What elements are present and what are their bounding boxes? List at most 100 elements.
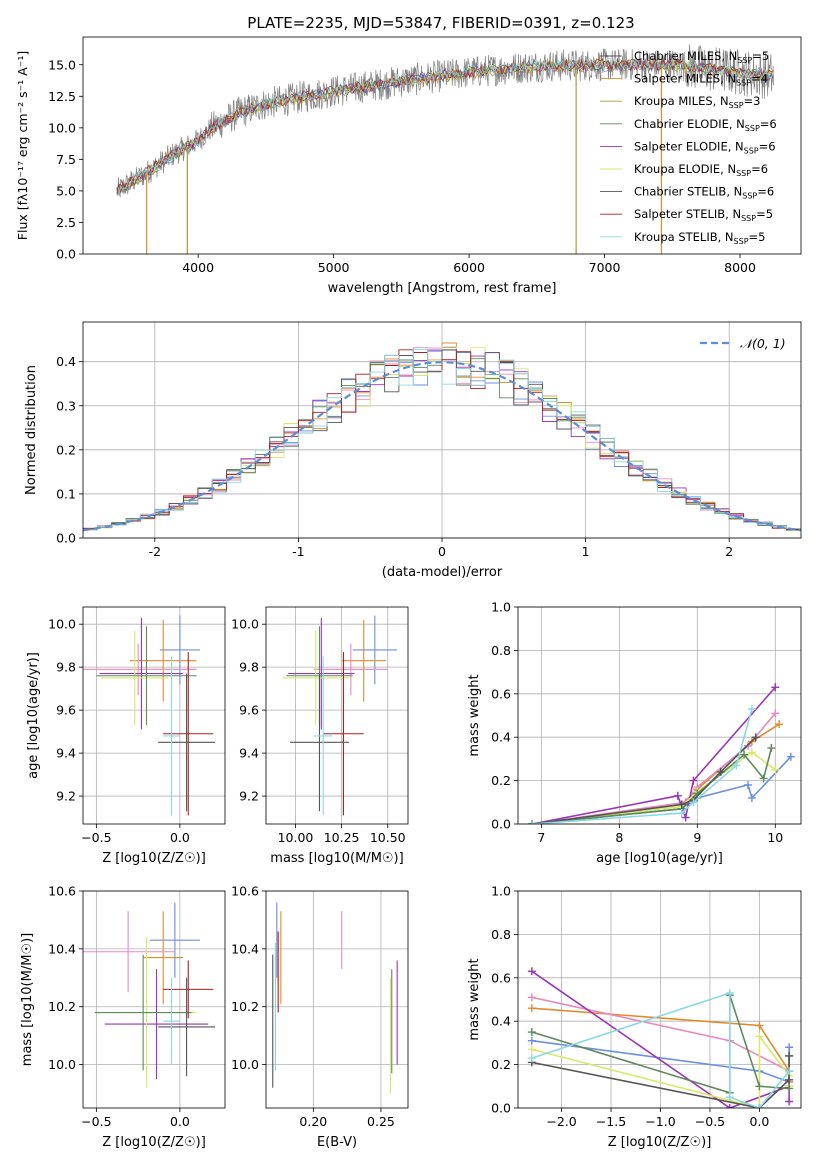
weight-point-marker: [527, 1045, 536, 1054]
mass_vs_Z-plot-area: [83, 902, 215, 1088]
x-axis-label: age [log10(age/yr)]: [596, 851, 723, 866]
x-tick-label: 8: [615, 830, 623, 845]
mass_vs_Z-panel: −0.5 0.0 10.0 10.2 10.4 10.6 Z [log10(Z/Z☉)] ma…: [20, 884, 226, 1150]
y-tick-label: 0.4: [56, 354, 76, 369]
y-axis-label: Flux [fλ10⁻¹⁷ erg cm⁻² s⁻¹ A⁻¹]: [15, 51, 30, 240]
y-tick-label: 0.4: [491, 730, 511, 745]
weight-point-marker: [689, 798, 698, 807]
x-tick-label: 10.50: [370, 830, 406, 845]
mass_vs_EBV-plot-area: [272, 902, 398, 1094]
y-tick-label: 0.2: [56, 442, 76, 457]
y-tick-label: 9.4: [239, 746, 259, 761]
weight-point-marker: [677, 809, 686, 818]
y-tick-label: 10.0: [48, 120, 76, 135]
x-tick-label: 6000: [453, 260, 485, 275]
x-tick-label: 0.0: [170, 830, 190, 845]
weight-point-marker: [771, 709, 780, 718]
weight-point-marker: [785, 1097, 794, 1106]
mass_vs_Z-frame: [82, 890, 226, 1109]
y-tick-label: 7.5: [56, 152, 76, 167]
mass_vs_EBV-panel: 0.20 0.25 10.0 10.2 10.4 10.6 E(B-V): [231, 884, 409, 1150]
weight_vs_Z-plot-area: [527, 967, 794, 1108]
y-tick-label: 0.4: [491, 1014, 511, 1029]
weight-point-marker: [743, 780, 752, 789]
weight-point-marker: [755, 1021, 764, 1030]
age_vs_Z-plot-area: [83, 615, 215, 816]
weight_vs_age-frame: [517, 606, 802, 825]
spectrum-panel: 4000 5000 6000 7000 8000 0.0 2.5 5.0 7.5 10.0 12.5…: [15, 36, 802, 296]
y-tick-label: 0.0: [491, 817, 511, 832]
y-axis-label: mass [log10(M/M☉)]: [20, 933, 35, 1066]
x-tick-label: 8000: [724, 260, 756, 275]
x-tick-label: −0.5: [695, 1114, 725, 1129]
y-tick-label: 10.0: [231, 617, 259, 632]
legend-label: Kroupa MILES, NSSP=3: [634, 94, 760, 110]
weight-point-marker: [785, 1051, 794, 1060]
weight-point-marker: [755, 1032, 764, 1041]
weight-series-line: [531, 747, 773, 824]
weight-point-marker: [771, 765, 780, 774]
model-spectrum-line: [116, 57, 774, 194]
x-tick-label: 10.25: [324, 830, 360, 845]
weight-point-marker: [747, 793, 756, 802]
y-tick-label: 1.0: [491, 884, 511, 899]
legend-label: 𝒩(0, 1): [740, 336, 786, 351]
x-tick-label: 5000: [318, 260, 350, 275]
weight-series-line: [531, 708, 753, 824]
legend-label: Kroupa STELIB, NSSP=5: [634, 230, 765, 246]
y-tick-label: 0.2: [491, 1057, 511, 1072]
x-axis-label: (data-model)/error: [382, 565, 503, 580]
weight-point-marker: [732, 761, 741, 770]
x-tick-label: -2: [149, 544, 161, 559]
legend-label: Kroupa ELODIE, NSSP=6: [634, 162, 768, 178]
x-tick-label: 7000: [589, 260, 621, 275]
x-tick-label: 9: [693, 830, 701, 845]
histogram-series-step: [83, 348, 801, 531]
weight-point-marker: [673, 791, 682, 800]
weight-point-marker: [716, 767, 725, 776]
weight_vs_age-plot-area: [528, 683, 795, 824]
y-tick-label: 0.0: [56, 247, 76, 262]
y-tick-label: 15.0: [48, 57, 76, 72]
x-tick-label: −1.5: [596, 1114, 626, 1129]
weight-point-marker: [527, 1036, 536, 1045]
y-tick-label: 0.2: [491, 773, 511, 788]
weight-point-marker: [527, 993, 536, 1002]
legend-label: Salpeter ELODIE, NSSP=6: [634, 139, 776, 155]
y-tick-label: 0.0: [491, 1101, 511, 1116]
weight-point-marker: [681, 813, 690, 822]
legend-label: Chabrier STELIB, NSSP=6: [634, 185, 774, 201]
weight-point-marker: [785, 1067, 794, 1076]
age_vs_Z-panel: −0.5 0.0 9.2 9.4 9.6 9.8 10.0 Z [log10(Z/Z☉)] ag…: [26, 606, 226, 866]
x-tick-label: 0: [438, 544, 446, 559]
age_vs_Z-frame: [82, 606, 226, 825]
y-tick-label: 9.4: [56, 746, 76, 761]
legend-label: Chabrier ELODIE, NSSP=6: [634, 117, 777, 133]
weight-point-marker: [747, 704, 756, 713]
x-axis-label: mass [log10(M/M☉)]: [270, 851, 403, 866]
x-tick-label: 0.25: [367, 1114, 395, 1129]
legend-label: Chabrier MILES, NSSP=5: [634, 49, 769, 65]
y-tick-label: 5.0: [56, 183, 76, 198]
y-tick-label: 10.0: [231, 1057, 259, 1072]
weight-point-marker: [759, 774, 768, 783]
weight-point-marker: [527, 967, 536, 976]
y-axis-label: mass weight: [467, 674, 482, 756]
y-tick-label: 0.8: [491, 643, 511, 658]
weight-point-marker: [786, 752, 795, 761]
y-tick-label: 2.5: [56, 215, 76, 230]
spectrum-frame: [82, 36, 802, 255]
y-tick-label: 0.1: [56, 486, 76, 501]
x-tick-label: 2: [725, 544, 733, 559]
figure-title: PLATE=2235, MJD=53847, FIBERID=0391, z=0…: [247, 14, 634, 32]
y-tick-label: 0.0: [56, 531, 76, 546]
y-tick-label: 0.6: [491, 970, 511, 985]
x-tick-label: 0.0: [170, 1114, 190, 1129]
x-tick-label: 10: [767, 830, 783, 845]
weight-point-marker: [771, 683, 780, 692]
weight-series-line: [531, 751, 776, 824]
y-tick-label: 12.5: [48, 89, 76, 104]
weight_vs_age-panel: 7 8 9 10 0.0 0.2 0.4 0.6 0.8 1.0 age [log10(age/yr…: [467, 600, 802, 866]
residuals-plot-area: [83, 342, 801, 532]
chart-layer: 4000 5000 6000 7000 80000.02.55.07.510.012.5…: [15, 36, 802, 1150]
